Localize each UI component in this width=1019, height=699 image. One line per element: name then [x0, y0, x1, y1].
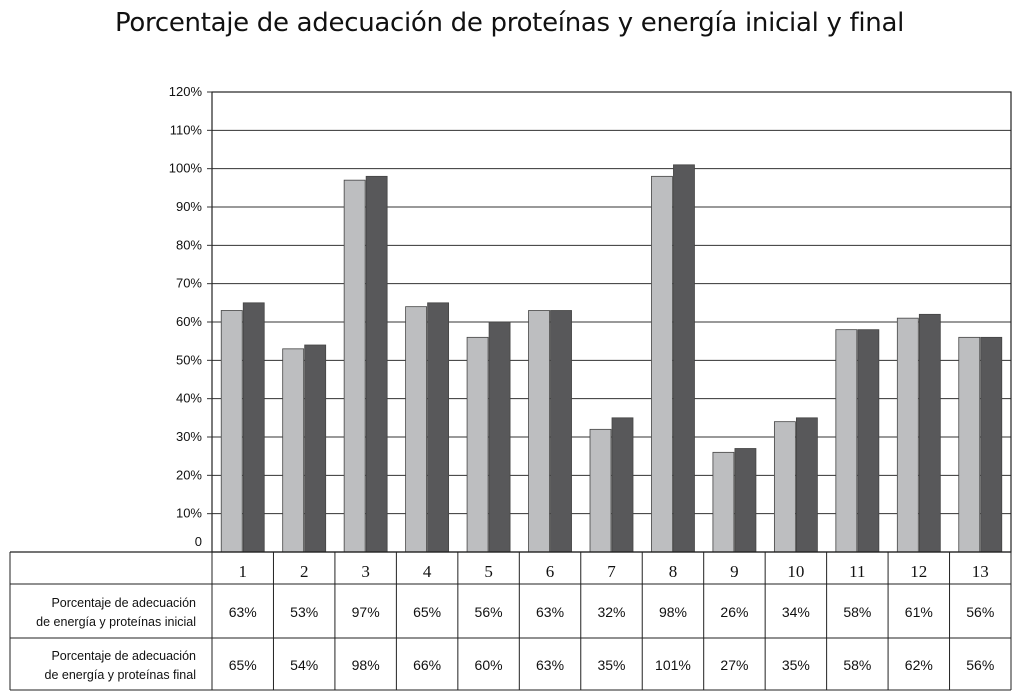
series-name-line: Porcentaje de adecuación — [51, 649, 196, 663]
bar-series2 — [673, 164, 695, 553]
x-category-label: 7 — [607, 562, 616, 581]
bar-series2 — [242, 302, 265, 553]
bar-series2 — [857, 329, 880, 553]
bar-series1 — [773, 421, 796, 553]
data-label: 27% — [720, 657, 748, 673]
x-category-label: 4 — [423, 562, 432, 581]
chart-title: Porcentaje de adecuación de proteínas y … — [114, 8, 905, 38]
bar-series1 — [589, 428, 612, 553]
data-label: 56% — [966, 657, 994, 673]
grid-lines — [212, 91, 1011, 515]
bar-series2 — [611, 417, 634, 553]
data-label: 66% — [413, 657, 441, 673]
bar-series1 — [528, 310, 550, 553]
y-tick-label: 100% — [169, 161, 203, 176]
bars — [220, 164, 1003, 553]
y-tick-label: 30% — [176, 429, 202, 444]
series-name-line: Porcentaje de adecuación — [51, 596, 196, 610]
y-tick-label: 120% — [169, 84, 203, 99]
x-category-label: 6 — [546, 562, 555, 581]
bar-series1 — [712, 451, 735, 553]
x-category-label: 5 — [484, 562, 493, 581]
data-label: 58% — [843, 657, 871, 673]
x-category-label: 12 — [910, 562, 927, 581]
y-tick-label: 90% — [176, 199, 202, 214]
data-label: 34% — [782, 604, 810, 620]
x-category-label: 10 — [787, 562, 804, 581]
data-label: 35% — [597, 657, 625, 673]
data-label: 56% — [966, 604, 994, 620]
data-label: 56% — [475, 604, 503, 620]
bar-series1 — [220, 310, 243, 553]
y-tick-label: 10% — [176, 506, 202, 521]
y-tick-label: 50% — [176, 352, 202, 367]
data-label: 98% — [352, 657, 380, 673]
x-category-label: 3 — [361, 562, 370, 581]
bar-series2 — [304, 344, 327, 553]
bar-series1 — [896, 317, 919, 553]
bar-series2 — [795, 417, 818, 553]
data-label: 63% — [536, 604, 564, 620]
bar-series2 — [734, 448, 757, 553]
bar-series1 — [405, 306, 428, 553]
bar-series2 — [365, 175, 388, 553]
series-name-line: de energía y proteínas final — [45, 668, 197, 682]
data-label: 32% — [597, 604, 625, 620]
data-label: 101% — [655, 657, 691, 673]
y-tick-label: 70% — [176, 276, 202, 291]
bar-series1 — [835, 329, 858, 553]
data-label: 62% — [905, 657, 933, 673]
bar-series2 — [427, 302, 450, 553]
data-label: 58% — [843, 604, 871, 620]
bar-series2 — [550, 310, 572, 553]
bar-series2 — [918, 313, 941, 553]
data-label: 63% — [229, 604, 257, 620]
y-tick-label: 0 — [195, 534, 202, 549]
data-label: 98% — [659, 604, 687, 620]
bar-series1 — [343, 179, 366, 553]
data-label: 60% — [475, 657, 503, 673]
series-name-line: de energía y proteínas inicial — [36, 615, 196, 629]
data-label: 54% — [290, 657, 318, 673]
y-tick-label: 20% — [176, 467, 202, 482]
bar-series1 — [651, 175, 673, 553]
x-category-label: 2 — [300, 562, 309, 581]
x-category-label: 11 — [849, 562, 865, 581]
data-label: 65% — [413, 604, 441, 620]
x-category-label: 9 — [730, 562, 739, 581]
data-label: 63% — [536, 657, 564, 673]
y-tick-label: 60% — [176, 314, 202, 329]
bar-series2 — [488, 321, 511, 553]
data-label: 61% — [905, 604, 933, 620]
y-tick-label: 110% — [170, 122, 203, 137]
bar-series2 — [980, 336, 1003, 553]
x-category-label: 13 — [972, 562, 989, 581]
data-label: 53% — [290, 604, 318, 620]
x-category-label: 1 — [238, 562, 247, 581]
y-tick-label: 80% — [176, 237, 202, 252]
x-category-label: 8 — [669, 562, 678, 581]
data-label: 65% — [229, 657, 257, 673]
bar-series1 — [466, 336, 489, 553]
bar-series1 — [282, 348, 305, 553]
data-label: 97% — [352, 604, 380, 620]
data-label: 26% — [720, 604, 748, 620]
y-axis-ticks: 0 10% 20% 30% 40% 50% 60% 70% 80% 90% 100% 110% 120% — [169, 84, 212, 549]
data-label: 35% — [782, 657, 810, 673]
bar-series1 — [958, 336, 981, 553]
y-tick-label: 40% — [176, 391, 202, 406]
